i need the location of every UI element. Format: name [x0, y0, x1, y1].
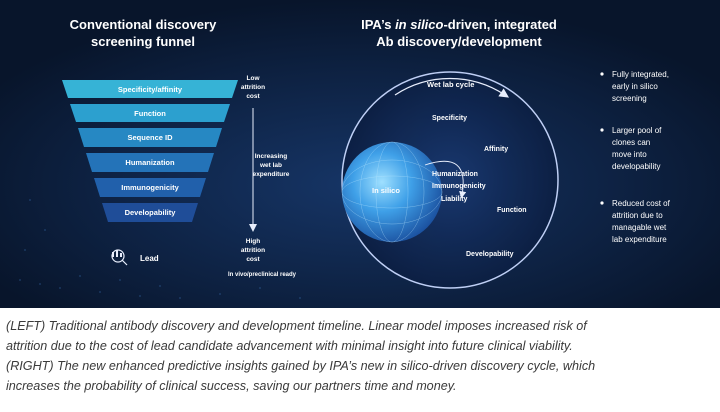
caption-line-3: (RIGHT) The new enhanced predictive insi… [6, 359, 596, 373]
side-top-1: Low [247, 75, 261, 82]
label-specificity: Specificity [432, 115, 467, 122]
wet-lab-cycle-arrow [394, 77, 510, 98]
left-title-line1: Conventional discovery [70, 17, 217, 32]
funnel-stage-6 [102, 203, 198, 222]
funnel-stage-6-label: Developability [125, 208, 177, 217]
label-function: Function [497, 207, 527, 214]
bullet-1-line-3: screening [612, 94, 647, 103]
funnel-stage-1 [62, 80, 238, 98]
funnel-stage-1-label: Specificity/affinity [118, 85, 183, 94]
side-top-2: attrition [241, 84, 265, 91]
bullet-2-line-2: clones can [612, 138, 650, 147]
side-bottom-3: cost [246, 256, 260, 263]
bullet-3-line-3: managable wet [612, 223, 667, 232]
caption-line-1: (LEFT) Traditional antibody discovery an… [6, 319, 587, 333]
bullet-1-line-2: early in silico [612, 82, 658, 91]
bullet-3-line-1: Reduced cost of [612, 199, 671, 208]
in-silico-label: In silico [372, 186, 400, 195]
bullet-3-line-2: attrition due to [612, 211, 663, 220]
in-silico-sphere [342, 142, 442, 242]
figure-caption: (LEFT) Traditional antibody discovery an… [6, 316, 714, 396]
sphere-mesh [341, 141, 443, 243]
lead-icon [111, 249, 128, 266]
side-mid-2: wet lab [259, 162, 282, 169]
funnel-stage-5-label: Immunogenicity [121, 183, 179, 192]
caption-line-4: increases the probability of clinical su… [6, 379, 457, 393]
left-title-line2: screening funnel [91, 34, 195, 49]
side-bottom-2: attrition [241, 247, 265, 254]
bullet-2-line-4: developability [612, 162, 660, 171]
side-bottom-1: High [246, 238, 260, 245]
attrition-annotations: Low attrition cost Increasing wet lab ex… [228, 75, 297, 278]
funnel-stage-2-label: Function [134, 109, 166, 118]
label-liability: Liability [441, 196, 468, 203]
bullet-1-line-1: Fully integrated, [612, 70, 669, 79]
label-humanization: Humanization [432, 171, 478, 178]
funnel-stage-3 [78, 128, 222, 147]
bullet-2-line-1: Larger pool of [612, 126, 662, 135]
wet-lab-cycle-label: Wet lab cycle [427, 80, 474, 89]
right-title-line1: IPA’s in silico-driven, integrated [361, 17, 557, 32]
funnel-stage-5 [94, 178, 206, 197]
bullet-dot-1 [600, 72, 604, 76]
lead-label: Lead [140, 254, 159, 263]
caption-line-2: attrition due to the cost of lead candid… [6, 339, 573, 353]
right-title-italic: in silico [395, 17, 443, 32]
bullet-dot-3 [600, 201, 604, 205]
bullet-2-line-3: move into [612, 150, 647, 159]
bullet-3-line-4: lab expenditure [612, 235, 667, 244]
funnel-stage-3-label: Sequence ID [127, 133, 173, 142]
label-affinity: Affinity [484, 146, 508, 153]
funnel-stage-2 [70, 104, 230, 122]
in-silico-cycle-arrow [424, 160, 467, 199]
cycle-labels: Specificity Affinity Humanization Immuno… [432, 115, 527, 258]
dot-grid-decoration [19, 199, 301, 299]
funnel-stage-4 [86, 153, 214, 172]
bullet-dot-2 [600, 128, 604, 132]
side-mid-1: Increasing [255, 153, 288, 160]
infographic-panel: Conventional discovery screening funnel … [0, 0, 720, 308]
funnel-stage-4-label: Humanization [125, 158, 175, 167]
side-footer: In vivo/preclinical ready [228, 272, 297, 278]
benefit-bullets: Fully integrated, early in silico screen… [600, 70, 671, 244]
label-immunogenicity: Immunogenicity [432, 183, 486, 190]
right-title-line2: Ab discovery/development [376, 34, 542, 49]
label-developability: Developability [466, 251, 514, 258]
side-mid-3: expenditure [253, 171, 290, 178]
right-title-suffix: -driven, integrated [443, 17, 556, 32]
side-top-3: cost [246, 93, 260, 100]
right-title-prefix: IPA’s [361, 17, 395, 32]
funnel: Specificity/affinity Function Sequence I… [62, 80, 238, 222]
